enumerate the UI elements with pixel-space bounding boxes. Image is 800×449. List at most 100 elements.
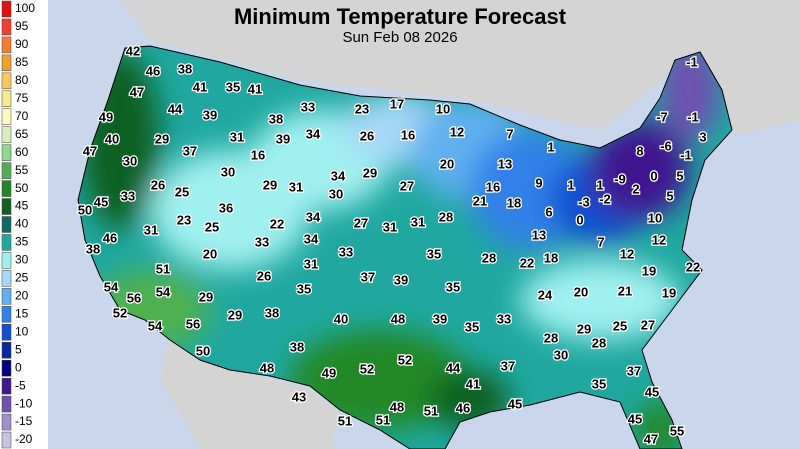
temperature-label: 23 bbox=[177, 212, 191, 227]
temperature-label: 21 bbox=[618, 283, 632, 298]
temperature-label: -2 bbox=[599, 191, 611, 206]
temperature-label: 35 bbox=[592, 376, 606, 391]
temperature-label: 16 bbox=[251, 147, 265, 162]
legend-label: -20 bbox=[15, 432, 33, 446]
temperature-label: 20 bbox=[574, 284, 588, 299]
temperature-label: 31 bbox=[411, 214, 425, 229]
temperature-label: -1 bbox=[687, 109, 699, 124]
legend-swatch bbox=[1, 359, 12, 377]
legend-label: 100 bbox=[15, 1, 35, 15]
temperature-label: 1 bbox=[567, 177, 574, 192]
temperature-label: 2 bbox=[632, 181, 639, 196]
legend-swatch bbox=[1, 54, 12, 72]
temperature-label: 34 bbox=[306, 126, 321, 141]
legend-swatch bbox=[1, 234, 12, 251]
legend-swatch bbox=[1, 0, 12, 18]
legend-label: 45 bbox=[15, 199, 29, 213]
legend-swatch bbox=[1, 144, 12, 161]
temperature-label: 50 bbox=[196, 343, 210, 358]
temperature-label: 43 bbox=[292, 389, 306, 404]
temperature-label: 29 bbox=[263, 177, 277, 192]
temperature-label: 30 bbox=[123, 153, 137, 168]
temperature-label: 25 bbox=[205, 219, 219, 234]
legend-swatch bbox=[1, 270, 12, 287]
temperature-label: 29 bbox=[228, 307, 242, 322]
temperature-label: 9 bbox=[535, 175, 542, 190]
mexico bbox=[160, 340, 340, 449]
temperature-label: 48 bbox=[260, 360, 274, 375]
temperature-label: 38 bbox=[86, 241, 100, 256]
temperature-label: 35 bbox=[465, 319, 479, 334]
temperature-label: 35 bbox=[446, 279, 460, 294]
temperature-label: 27 bbox=[400, 178, 414, 193]
temperature-label: 52 bbox=[113, 305, 127, 320]
temperature-label: 25 bbox=[613, 318, 627, 333]
temperature-label: 35 bbox=[297, 281, 311, 296]
legend-swatch bbox=[1, 431, 12, 449]
legend-swatch bbox=[1, 288, 12, 305]
temperature-label: 16 bbox=[401, 127, 415, 142]
temperature-label: 33 bbox=[497, 311, 511, 326]
temperature-label: 19 bbox=[642, 263, 656, 278]
temperature-label: 37 bbox=[627, 363, 641, 378]
legend-label: 35 bbox=[15, 235, 29, 249]
temperature-label: 31 bbox=[304, 256, 318, 271]
temperature-label: 36 bbox=[219, 200, 233, 215]
temperature-label: 51 bbox=[338, 413, 352, 428]
temperature-label: 13 bbox=[498, 156, 512, 171]
us-border bbox=[77, 45, 733, 449]
temperature-label: -1 bbox=[680, 147, 692, 162]
temperature-label: 47 bbox=[83, 143, 97, 158]
temperature-label: 45 bbox=[94, 194, 108, 209]
legend-label: 65 bbox=[15, 127, 29, 141]
temperature-label: 31 bbox=[383, 219, 397, 234]
legend-swatch bbox=[1, 108, 12, 125]
temperature-label: 31 bbox=[289, 179, 303, 194]
temperature-label: 54 bbox=[148, 318, 163, 333]
temperature-label: 45 bbox=[508, 396, 522, 411]
temperature-label: 33 bbox=[121, 188, 135, 203]
temperature-label: 30 bbox=[554, 347, 568, 362]
temperature-label: 45 bbox=[628, 411, 642, 426]
temperature-label: 37 bbox=[183, 143, 197, 158]
temperature-label: 10 bbox=[648, 210, 662, 225]
temperature-label: 28 bbox=[544, 330, 558, 345]
legend-label: 20 bbox=[15, 289, 29, 303]
legend-label: 50 bbox=[15, 181, 29, 195]
temperature-label: 55 bbox=[670, 423, 684, 438]
legend-label: 55 bbox=[15, 163, 29, 177]
temperature-label: 3 bbox=[699, 129, 706, 144]
title: Minimum Temperature Forecast bbox=[234, 4, 567, 29]
temperature-label: 51 bbox=[376, 412, 390, 427]
temperature-label: 39 bbox=[276, 131, 290, 146]
legend-swatch bbox=[1, 252, 12, 269]
temperature-label: 1 bbox=[547, 139, 554, 154]
temperature-label: 27 bbox=[354, 215, 368, 230]
temperature-label: 49 bbox=[322, 365, 336, 380]
temperature-label: 44 bbox=[446, 360, 461, 375]
temperature-label: 38 bbox=[178, 61, 192, 76]
temperature-label: 34 bbox=[331, 168, 346, 183]
temperature-label: 10 bbox=[436, 101, 450, 116]
temperature-label: 7 bbox=[506, 126, 513, 141]
temperature-label: 39 bbox=[203, 107, 217, 122]
temperature-label: 18 bbox=[544, 250, 558, 265]
temperature-label: 39 bbox=[394, 272, 408, 287]
temperature-label: 33 bbox=[301, 99, 315, 114]
temperature-label: 5 bbox=[676, 168, 683, 183]
temperature-label: 40 bbox=[334, 311, 348, 326]
temperature-label: 20 bbox=[203, 246, 217, 261]
temperature-label: 38 bbox=[269, 111, 283, 126]
legend-swatch bbox=[1, 306, 12, 323]
temperature-label: 34 bbox=[306, 209, 321, 224]
temperature-label: 26 bbox=[257, 268, 271, 283]
temperature-label: 5 bbox=[666, 188, 673, 203]
temperature-label: 6 bbox=[545, 204, 552, 219]
temperature-label: 44 bbox=[168, 101, 183, 116]
temperature-label: -3 bbox=[578, 194, 590, 209]
temperature-label: 25 bbox=[175, 184, 189, 199]
temperature-label: 12 bbox=[620, 246, 634, 261]
legend-label: 30 bbox=[15, 253, 29, 267]
legend-label: 10 bbox=[15, 324, 29, 338]
